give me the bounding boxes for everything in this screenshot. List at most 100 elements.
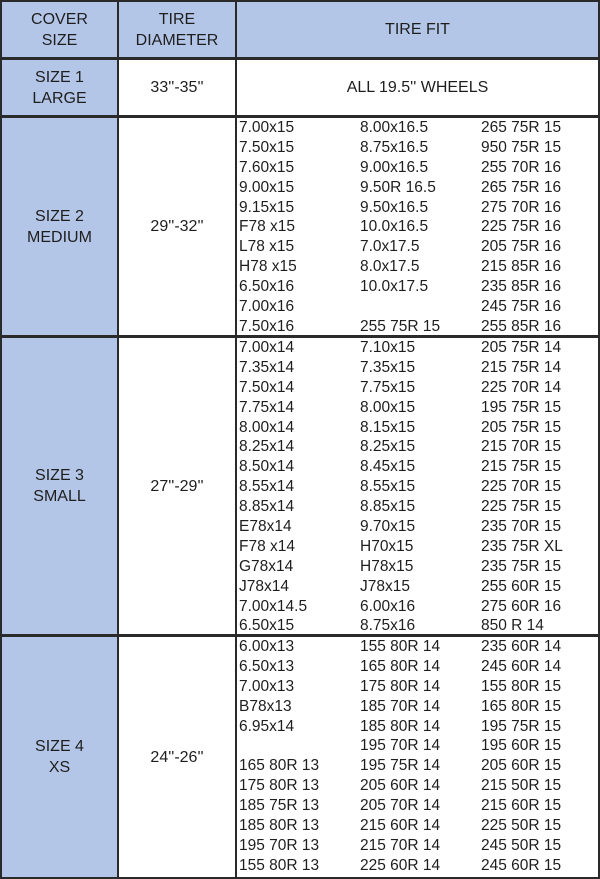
tire-fit-row: 165 80R 13 195 75R 14 205 60R 15 xyxy=(237,756,598,776)
tire-size: 6.50x16 xyxy=(239,278,295,296)
tire-size: 8.50x14 xyxy=(239,458,295,476)
tire-size: 6.50x15 xyxy=(239,617,295,635)
tire-size: 195 75R 14 xyxy=(360,757,441,775)
tire-size: 8.25x15 xyxy=(360,438,416,456)
cover-size-cell: SIZE 1 LARGE xyxy=(2,60,117,115)
tire-size: 6.00x13 xyxy=(239,638,295,655)
tire-size: 205 75R 15 xyxy=(481,418,562,436)
tire-size: G78x14 xyxy=(239,557,294,575)
header-tire-fit-label: TIRE FIT xyxy=(385,21,450,38)
tire-size: 205 75R 16 xyxy=(481,238,562,256)
tire-size: 7.50x16 xyxy=(239,317,295,335)
tire-fit-row: 7.50x16 255 75R 15 255 85R 16 xyxy=(237,317,598,337)
tire-fit-row: 7.00x15 8.00x16.5 265 75R 15 xyxy=(237,118,598,138)
cover-size-label: MEDIUM xyxy=(27,228,92,246)
tire-size: 7.50x15 xyxy=(239,138,295,156)
cover-size-label: LARGE xyxy=(32,89,87,107)
tire-fit-row: 7.00x16 245 75R 16 xyxy=(237,297,598,317)
tire-fit-row: 6.50x15 8.75x16 850 R 14 xyxy=(237,616,598,636)
tire-size: 7.35x15 xyxy=(360,358,416,376)
tire-fit-row: 175 80R 13 205 60R 14 215 50R 15 xyxy=(237,776,598,796)
tire-size: 255 75R 15 xyxy=(360,317,441,335)
cover-size-cell: SIZE 2 MEDIUM xyxy=(2,118,117,335)
tire-fit-row: F78 x15 10.0x16.5 225 75R 16 xyxy=(237,217,598,237)
divider xyxy=(117,0,119,879)
tire-size: 7.0x17.5 xyxy=(360,238,420,256)
divider xyxy=(0,634,600,637)
tire-fit-row: J78x14 J78x15 255 60R 15 xyxy=(237,577,598,597)
tire-size: J78x15 xyxy=(360,577,410,595)
tire-fit-row: 7.50x14 7.75x15 225 70R 14 xyxy=(237,378,598,398)
tire-size: 235 85R 16 xyxy=(481,278,562,296)
tire-size: 225 70R 14 xyxy=(481,378,562,396)
tire-size: 265 75R 16 xyxy=(481,178,562,196)
tire-size: 8.75x16 xyxy=(360,617,416,635)
tire-fit-row: 8.25x14 8.25x15 215 70R 15 xyxy=(237,437,598,457)
tire-size: 9.50x16.5 xyxy=(360,198,429,216)
tire-size: 175 80R 14 xyxy=(360,677,441,695)
tire-size: 235 75R 15 xyxy=(481,557,562,575)
tire-fit-row: 6.00x13 155 80R 14 235 60R 14 xyxy=(237,637,598,657)
tire-diameter-cell: 29''-32'' xyxy=(150,218,204,235)
tire-size: 6.95x14 xyxy=(239,717,295,735)
tire-size: 255 85R 16 xyxy=(481,317,562,335)
tire-size: J78x14 xyxy=(239,577,289,595)
tire-size: 255 60R 15 xyxy=(481,577,562,595)
tire-size: 245 75R 16 xyxy=(481,298,562,316)
tire-size: 215 75R 15 xyxy=(481,458,562,476)
tire-fit-row: 195 70R 13 215 70R 14 245 50R 15 xyxy=(237,836,598,856)
tire-size: 9.70x15 xyxy=(360,518,416,536)
header-cover-size: COVER SIZE xyxy=(2,2,117,57)
tire-size: 7.50x14 xyxy=(239,378,295,396)
tire-size: 235 60R 14 xyxy=(481,638,562,655)
tire-size: 8.45x15 xyxy=(360,458,416,476)
tire-size: 185 75R 13 xyxy=(239,797,320,815)
tire-size: 8.25x14 xyxy=(239,438,295,456)
tire-size: 225 70R 15 xyxy=(481,478,562,496)
tire-size: 7.00x13 xyxy=(239,677,295,695)
cover-size-label: XS xyxy=(48,759,71,776)
divider xyxy=(0,335,600,338)
tire-size: 245 50R 15 xyxy=(481,836,562,854)
tire-fit-row: 155 80R 13 225 60R 14 245 60R 15 xyxy=(237,856,598,876)
tire-size: 9.15x15 xyxy=(239,198,295,216)
tire-size: F78 x14 xyxy=(239,537,296,555)
cover-size-label: SMALL xyxy=(33,488,86,505)
tire-size: 205 70R 14 xyxy=(360,797,441,815)
tire-size: F78 x15 xyxy=(239,218,296,236)
tire-size: 225 50R 15 xyxy=(481,817,562,835)
tire-size: 165 80R 15 xyxy=(481,697,562,715)
tire-size: 6.00x16 xyxy=(360,597,416,615)
tire-size: 7.00x14.5 xyxy=(239,597,308,615)
tire-size: H70x15 xyxy=(360,537,414,555)
cover-size-cell: SIZE 3 SMALL xyxy=(2,338,117,634)
tire-size: 215 70R 14 xyxy=(360,836,441,854)
tire-size: H78x15 xyxy=(360,557,414,575)
tire-diameter-cell: 27''-29'' xyxy=(150,477,204,495)
tire-size: 7.35x14 xyxy=(239,358,295,376)
tire-size: 8.0x17.5 xyxy=(360,258,420,276)
tire-size: 175 80R 13 xyxy=(239,777,320,795)
tire-size: 7.75x14 xyxy=(239,398,295,416)
header-tire-diameter-line1: TIRE xyxy=(158,10,196,28)
cover-size-number: SIZE 3 xyxy=(35,467,84,484)
tire-size: 205 75R 14 xyxy=(481,339,562,356)
tire-size: 165 80R 13 xyxy=(239,757,320,775)
tire-size: 255 70R 16 xyxy=(481,158,562,176)
tire-size: 185 80R 13 xyxy=(239,817,320,835)
tire-size: 7.60x15 xyxy=(239,158,295,176)
tire-fit-row: 6.50x16 10.0x17.5 235 85R 16 xyxy=(237,277,598,297)
tire-fit-row: F78 x14 H70x15 235 75R XL xyxy=(237,537,598,557)
tire-fit-row: 7.50x15 8.75x16.5 950 75R 15 xyxy=(237,138,598,158)
tire-size: 8.55x14 xyxy=(239,478,295,496)
tire-size: 205 60R 14 xyxy=(360,777,441,795)
header-cover-size-line2: SIZE xyxy=(41,31,78,49)
tire-size: 7.00x16 xyxy=(239,298,295,316)
tire-size: 225 75R 16 xyxy=(481,218,562,236)
tire-fit-row: 185 80R 13 215 60R 14 225 50R 15 xyxy=(237,816,598,836)
tire-size: 155 80R 13 xyxy=(239,856,320,874)
tire-size: 265 75R 15 xyxy=(481,119,562,136)
tire-size: 9.00x16.5 xyxy=(360,158,429,176)
tire-fit-row: 8.00x14 8.15x15 205 75R 15 xyxy=(237,418,598,438)
